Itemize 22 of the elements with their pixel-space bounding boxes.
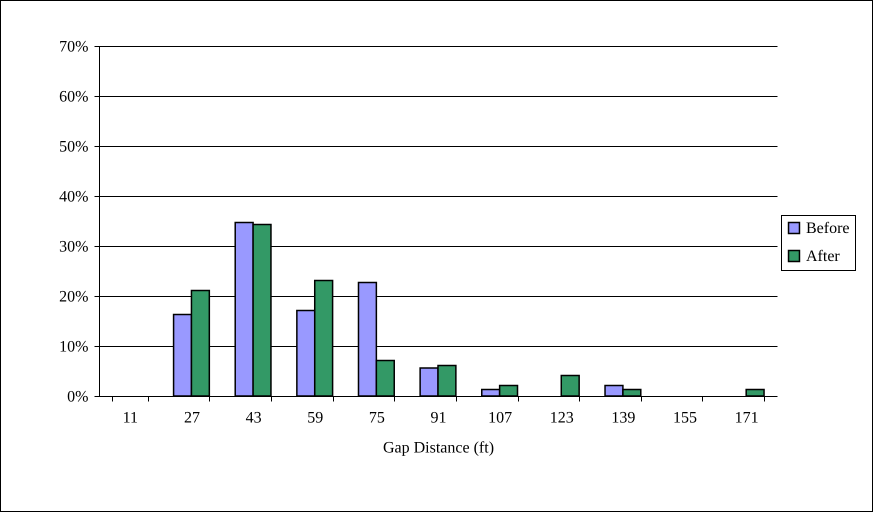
x-tick-label: 59 [307, 410, 324, 426]
x-tick-label: 91 [430, 410, 446, 426]
x-tick-label: 27 [184, 410, 200, 426]
y-tick-label: 20% [59, 288, 88, 306]
x-tick-label: 171 [734, 410, 759, 426]
y-tick-label: 10% [59, 338, 88, 356]
x-tick-label: 75 [368, 410, 385, 426]
x-tick-label: 43 [246, 410, 262, 426]
y-tick-label: 40% [59, 188, 88, 206]
x-tick-label: 155 [673, 410, 698, 426]
y-tick-label: 60% [59, 88, 88, 106]
legend-label: After [806, 248, 840, 265]
x-tick-label: 107 [488, 410, 512, 426]
x-axis-title: Gap Distance (ft) [382, 440, 494, 456]
y-tick-label: 70% [59, 38, 88, 56]
x-tick-label: 139 [611, 410, 636, 426]
x-tick-label: 11 [122, 410, 138, 426]
x-tick-label: 123 [550, 410, 574, 426]
y-tick-label: 30% [59, 238, 88, 256]
legend-label: Before [806, 220, 850, 237]
y-tick-label: 0% [67, 388, 88, 406]
y-tick-label: 50% [59, 138, 88, 156]
